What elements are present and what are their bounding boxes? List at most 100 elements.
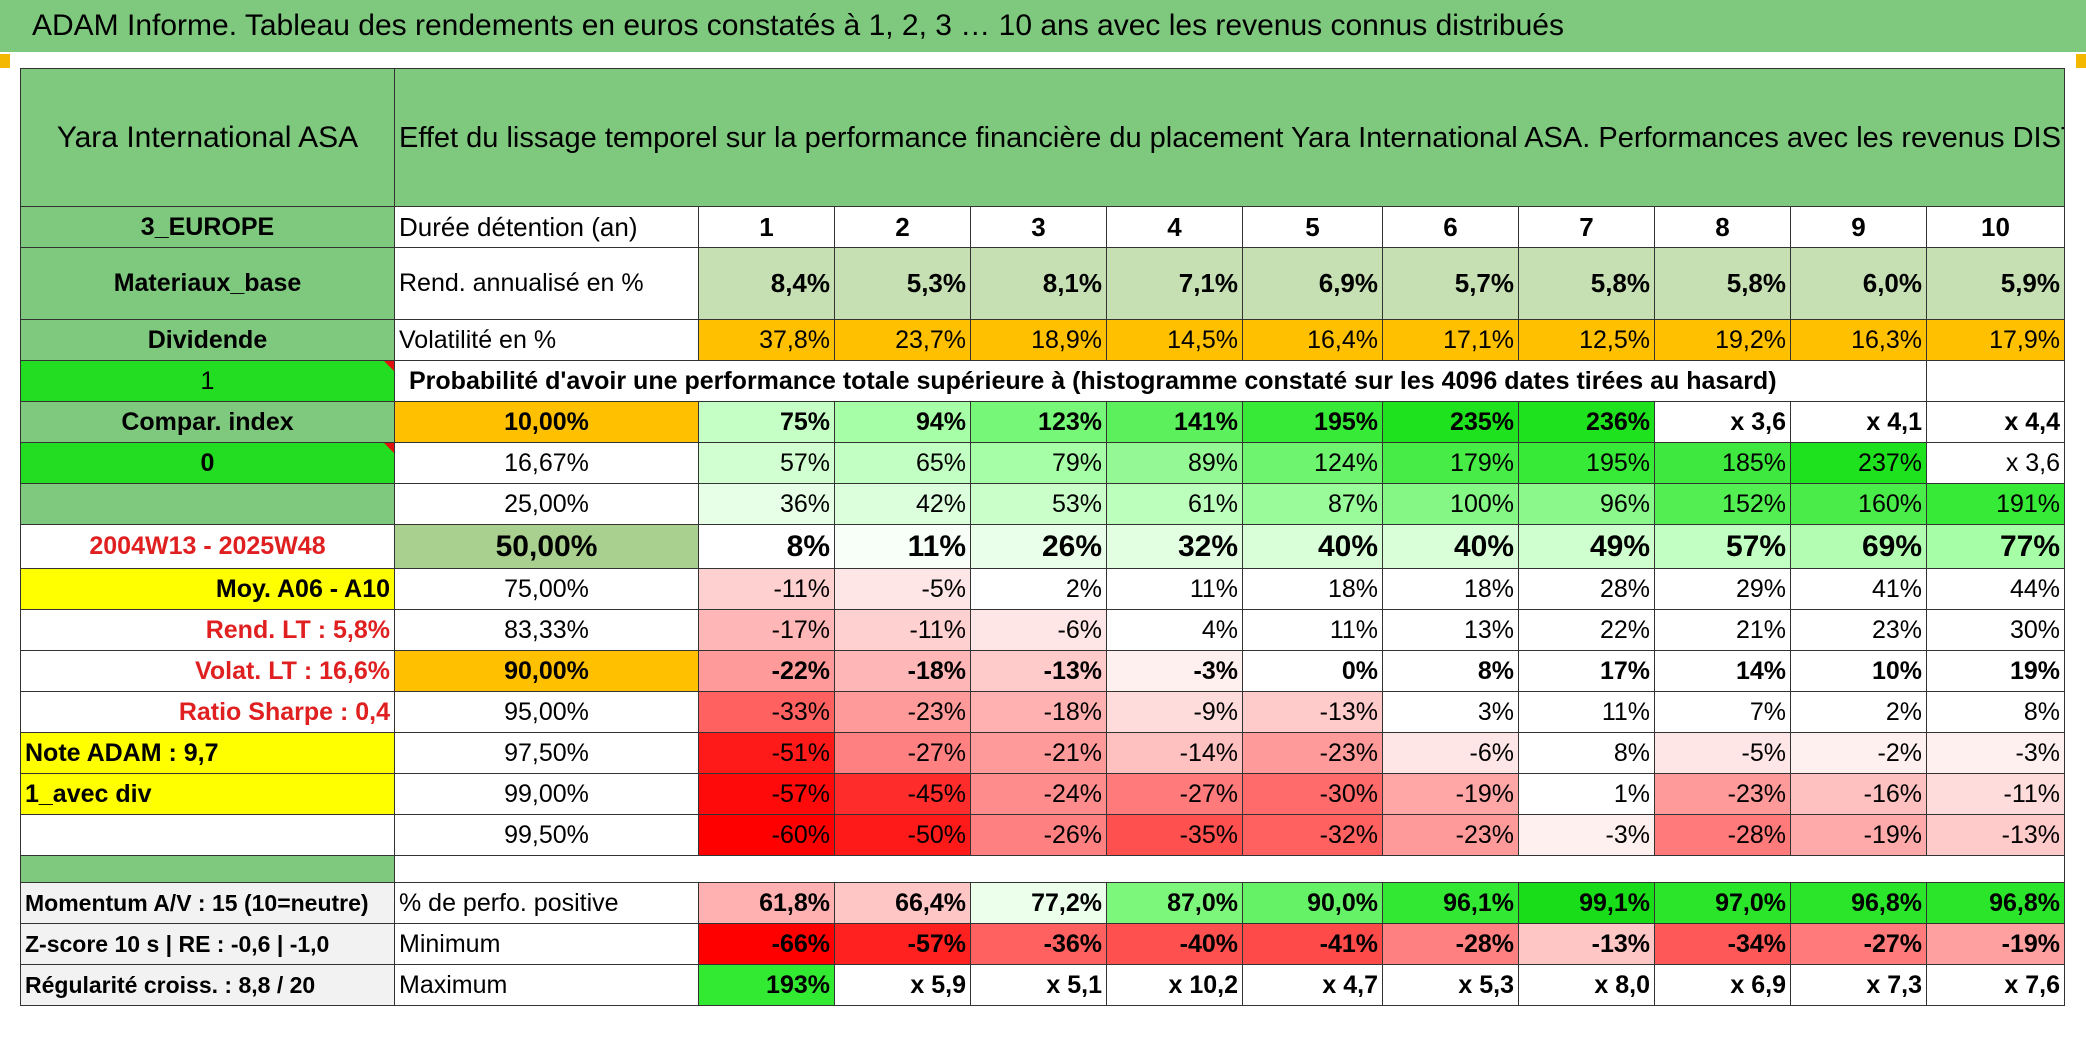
percentile-row: Ratio Sharpe : 0,4 95,00% -33% -23% -18% -9%… xyxy=(20,691,2066,733)
percentile-value: -23% xyxy=(1654,773,1791,815)
percentile-value: 100% xyxy=(1382,483,1519,525)
rend-value: 8,4% xyxy=(698,247,835,320)
percentile-label: 99,50% xyxy=(394,814,699,856)
volat-value: 14,5% xyxy=(1106,319,1243,361)
percentile-value: 11% xyxy=(1242,609,1383,651)
percentile-value: 17% xyxy=(1518,650,1655,692)
percentile-value: 19% xyxy=(1925,650,2066,692)
percentile-label: 97,50% xyxy=(394,732,699,774)
volat-value: 12,5% xyxy=(1518,319,1655,361)
percentile-value: 160% xyxy=(1790,483,1927,525)
separator-row xyxy=(20,855,2066,883)
empty-side-cell xyxy=(20,483,395,525)
percentile-value: -13% xyxy=(1242,691,1383,733)
percentile-value: 124% xyxy=(1242,442,1383,484)
percentile-value: 2% xyxy=(1790,691,1927,733)
proba-label: Probabilité d'avoir une performance tota… xyxy=(394,360,1791,402)
minimum-value: -36% xyxy=(970,923,1107,965)
empty-side-cell xyxy=(20,814,395,856)
positive-value: 77,2% xyxy=(970,882,1107,924)
maximum-value: x 5,1 xyxy=(970,964,1107,1006)
percentile-value: -27% xyxy=(1106,773,1243,815)
percentile-value: 185% xyxy=(1654,442,1791,484)
percentile-value: -57% xyxy=(698,773,835,815)
percentile-value: 65% xyxy=(834,442,971,484)
percentile-value: 18% xyxy=(1382,568,1519,610)
rend-value: 5,3% xyxy=(834,247,971,320)
duree-label: Durée détention (an) xyxy=(394,206,699,248)
percentile-value: 21% xyxy=(1654,609,1791,651)
percentile-value: 29% xyxy=(1654,568,1791,610)
percentile-value: -6% xyxy=(970,609,1107,651)
rend-value: 5,7% xyxy=(1382,247,1519,320)
minimum-value: -19% xyxy=(1925,923,2066,965)
percentile-value: -9% xyxy=(1106,691,1243,733)
percentile-value: -23% xyxy=(1242,732,1383,774)
rend-value: 5,8% xyxy=(1654,247,1791,320)
corner-marker xyxy=(2076,54,2086,68)
percentile-row: Moy. A06 - A10 75,00% -11% -5% 2% 11% 18% 18% 2… xyxy=(20,568,2066,610)
percentile-value: 44% xyxy=(1925,568,2066,610)
percentile-value: 11% xyxy=(1106,568,1243,610)
compar-label: Compar. index xyxy=(20,401,395,443)
avec-div-label: 1_avec div xyxy=(20,773,395,815)
percentile-value: 23% xyxy=(1790,609,1927,651)
positive-value: 66,4% xyxy=(834,882,971,924)
volat-value: 37,8% xyxy=(698,319,835,361)
percentile-value: 36% xyxy=(698,483,835,525)
percentile-value: -27% xyxy=(834,732,971,774)
percentile-label: 75,00% xyxy=(394,568,699,610)
year-header: 2 xyxy=(834,206,971,248)
percentile-label: 16,67% xyxy=(394,442,699,484)
percentile-value: 61% xyxy=(1106,483,1243,525)
volat-value: 16,4% xyxy=(1242,319,1383,361)
proba-row: 1 Probabilité d'avoir une performance to… xyxy=(20,360,2066,402)
percentile-value: -50% xyxy=(834,814,971,856)
percentile-value: x 4,1 xyxy=(1790,401,1927,443)
percentile-row: 99,50% -60% -50% -26% -35% -32% -23% -3% -28% -19… xyxy=(20,814,2066,856)
year-header: 3 xyxy=(970,206,1107,248)
percentile-value: -13% xyxy=(1925,814,2066,856)
percentile-value: -18% xyxy=(834,650,971,692)
positive-value: 61,8% xyxy=(698,882,835,924)
minimum-value: -66% xyxy=(698,923,835,965)
year-header: 8 xyxy=(1654,206,1791,248)
percentile-value: 69% xyxy=(1790,524,1927,569)
percentile-value: -3% xyxy=(1518,814,1655,856)
percentile-value: 152% xyxy=(1654,483,1791,525)
percentile-row: 2004W13 - 2025W48 50,00% 8% 11% 26% 32% 40% 40… xyxy=(20,524,2066,569)
percentile-value: 18% xyxy=(1242,568,1383,610)
percentile-value: -23% xyxy=(834,691,971,733)
maximum-value: x 10,2 xyxy=(1106,964,1243,1006)
percentile-value: 53% xyxy=(970,483,1107,525)
percentile-value: 8% xyxy=(1518,732,1655,774)
percentile-value: -26% xyxy=(970,814,1107,856)
positive-row: Momentum A/V : 15 (10=neutre) % de perfo… xyxy=(20,882,2066,924)
sharpe-label: Ratio Sharpe : 0,4 xyxy=(20,691,395,733)
percentile-value: 8% xyxy=(698,524,835,569)
percentile-value: 235% xyxy=(1382,401,1519,443)
percentile-value: -30% xyxy=(1242,773,1383,815)
percentile-value: x 3,6 xyxy=(1654,401,1791,443)
year-header: 7 xyxy=(1518,206,1655,248)
percentile-label: 90,00% xyxy=(394,650,699,692)
percentile-value: 11% xyxy=(1518,691,1655,733)
percentile-value: -21% xyxy=(970,732,1107,774)
percentile-value: -33% xyxy=(698,691,835,733)
percentile-value: 0% xyxy=(1242,650,1383,692)
percentile-value: 195% xyxy=(1518,442,1655,484)
percentile-value: 57% xyxy=(1654,524,1791,569)
maximum-value: x 8,0 xyxy=(1518,964,1655,1006)
maximum-value: x 7,3 xyxy=(1790,964,1927,1006)
sector-label: Materiaux_base xyxy=(20,247,395,320)
percentile-value: -60% xyxy=(698,814,835,856)
performance-table: Yara International ASA Effet du lissage … xyxy=(20,68,2066,1006)
minimum-value: -57% xyxy=(834,923,971,965)
percentile-value: 141% xyxy=(1106,401,1243,443)
note-label: Note ADAM : 9,7 xyxy=(20,732,395,774)
percentile-value: -3% xyxy=(1106,650,1243,692)
percentile-value: -11% xyxy=(698,568,835,610)
percentile-value: 237% xyxy=(1790,442,1927,484)
percentile-value: -18% xyxy=(970,691,1107,733)
